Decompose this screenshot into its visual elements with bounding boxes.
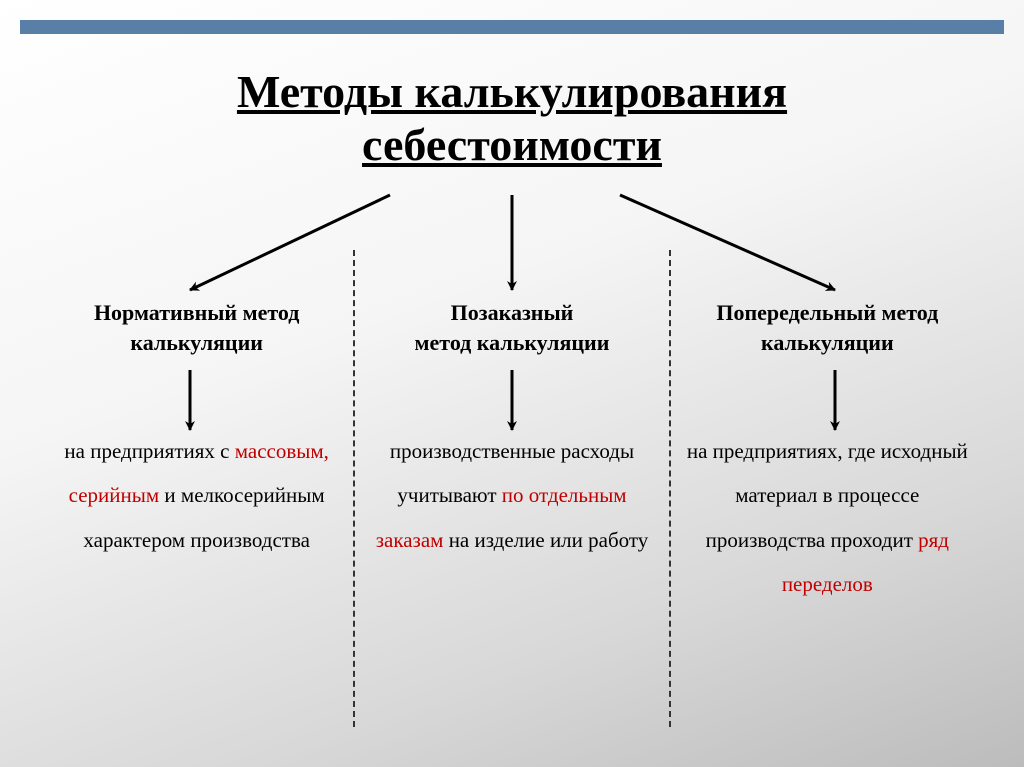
title-line1: Методы калькулирования xyxy=(237,66,787,117)
subtitle-order: Позаказный метод калькуляции xyxy=(367,298,656,357)
column-order: Позаказный метод калькуляции производств… xyxy=(353,250,668,727)
sub-line: Нормативный метод xyxy=(94,300,299,325)
sub-line: Попередельный метод xyxy=(716,300,938,325)
columns-container: Нормативный метод калькуляции на предпри… xyxy=(40,250,984,727)
top-accent-bar xyxy=(20,20,1004,34)
page-title: Методы калькулирования себестоимости xyxy=(0,66,1024,172)
title-line2: себестоимости xyxy=(362,119,662,170)
sub-line: метод калькуляции xyxy=(415,330,610,355)
desc-normative: на предприятиях с массовым, серийным и м… xyxy=(52,429,341,561)
subtitle-process: Попередельный метод калькуляции xyxy=(683,298,972,357)
desc-process: на предприятиях, где исходный материал в… xyxy=(683,429,972,605)
sub-line: калькуляции xyxy=(761,330,894,355)
sub-line: калькуляции xyxy=(130,330,263,355)
column-normative: Нормативный метод калькуляции на предпри… xyxy=(40,250,353,727)
column-process: Попередельный метод калькуляции на предп… xyxy=(669,250,984,727)
subtitle-normative: Нормативный метод калькуляции xyxy=(52,298,341,357)
sub-line: Позаказный xyxy=(451,300,574,325)
desc-order: производственные расходы учитывают по от… xyxy=(367,429,656,561)
